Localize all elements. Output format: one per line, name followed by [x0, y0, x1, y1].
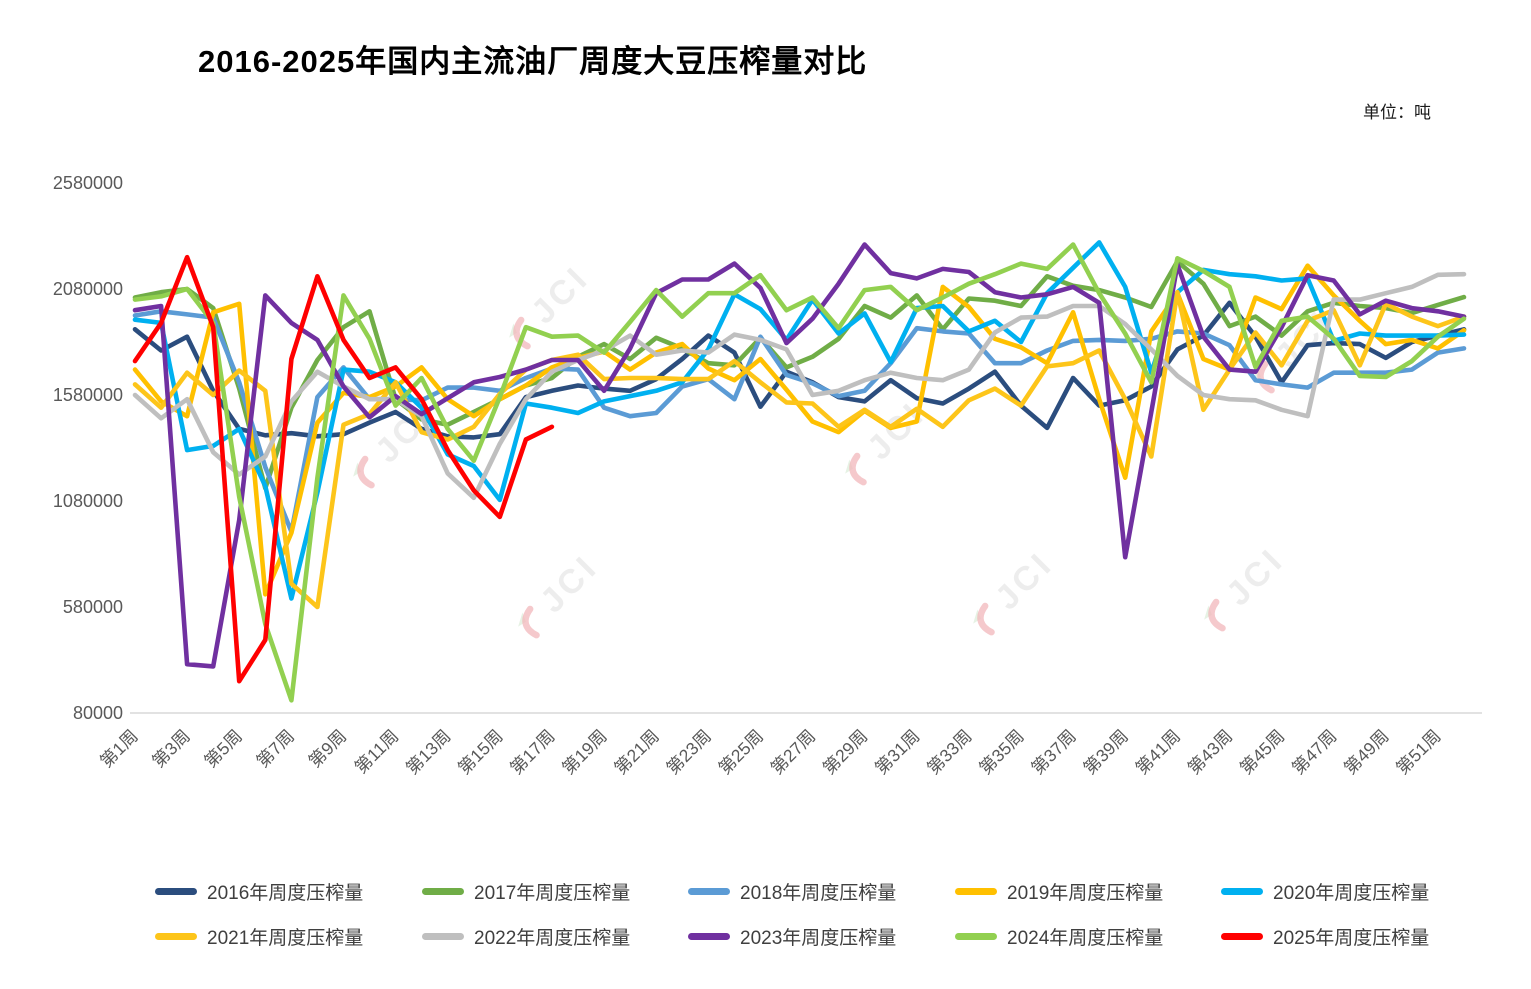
series-line-2020年	[132, 240, 1467, 601]
series-line-2018年	[132, 308, 1467, 535]
legend-item-2017年: 2017年周度压榨量	[422, 880, 631, 904]
series-line-2024年	[132, 242, 1467, 703]
series-line-2022年	[132, 271, 1467, 501]
legend-item-2024年: 2024年周度压榨量	[955, 925, 1164, 949]
legend-item-2020年: 2020年周度压榨量	[1221, 880, 1430, 904]
x-tick-label: 第43周	[1184, 726, 1237, 779]
x-tick-label: 第35周	[975, 726, 1028, 779]
y-tick-label: 2580000	[53, 173, 123, 193]
x-tick-label: 第45周	[1236, 726, 1289, 779]
x-tick-label: 第1周	[96, 726, 142, 772]
x-tick-label: 第37周	[1027, 726, 1080, 779]
legend-item-2021年: 2021年周度压榨量	[155, 925, 364, 949]
x-tick-label: 第7周	[252, 726, 298, 772]
x-tick-label: 第29周	[819, 726, 872, 779]
y-tick-label: 1080000	[53, 491, 123, 511]
x-tick-label: 第3周	[148, 726, 194, 772]
legend-item-2022年: 2022年周度压榨量	[422, 925, 631, 949]
legend-label: 2022年周度压榨量	[474, 927, 631, 949]
legend-swatch	[155, 887, 197, 895]
legend-item-2016年: 2016年周度压榨量	[155, 880, 364, 904]
x-tick-label: 第39周	[1079, 726, 1132, 779]
x-tick-label: 第25周	[715, 726, 768, 779]
x-tick-label: 第11周	[351, 726, 403, 778]
x-tick-label: 第17周	[506, 726, 559, 779]
legend-label: 2021年周度压榨量	[207, 927, 364, 949]
legend-label: 2018年周度压榨量	[740, 882, 897, 904]
unit-label: 单位：吨	[1363, 103, 1431, 122]
series-line-2021年	[132, 289, 1467, 610]
x-tick-label: 第23周	[662, 726, 715, 779]
x-tick-label: 第47周	[1288, 726, 1341, 779]
legend-item-2023年: 2023年周度压榨量	[688, 925, 897, 949]
legend-swatch	[155, 932, 197, 940]
x-tick-label: 第15周	[454, 726, 507, 779]
y-tick-label: 80000	[73, 703, 123, 723]
x-tick-label: 第19周	[558, 726, 611, 779]
y-tick-label: 580000	[63, 597, 123, 617]
legend-swatch	[1221, 932, 1263, 940]
legend-swatch	[1221, 887, 1263, 895]
x-tick-label: 第9周	[305, 726, 351, 772]
y-tick-label: 2080000	[53, 279, 123, 299]
x-tick-label: 第33周	[923, 726, 976, 779]
legend-label: 2023年周度压榨量	[740, 927, 897, 949]
legend-swatch	[688, 932, 730, 940]
legend-swatch	[955, 932, 997, 940]
legend-swatch	[955, 887, 997, 895]
legend-swatch	[422, 932, 464, 940]
legend-swatch	[688, 887, 730, 895]
legend-label: 2019年周度压榨量	[1007, 882, 1164, 904]
legend-label: 2020年周度压榨量	[1273, 882, 1430, 904]
chart-title: 2016-2025年国内主流油厂周度大豆压榨量对比	[198, 44, 868, 79]
x-tick-label: 第41周	[1132, 726, 1185, 779]
x-tick-label: 第31周	[871, 726, 924, 779]
x-tick-label: 第21周	[610, 726, 663, 779]
legend-item-2018年: 2018年周度压榨量	[688, 880, 897, 904]
x-tick-label: 第5周	[200, 726, 246, 772]
y-tick-label: 1580000	[53, 385, 123, 405]
legend-item-2019年: 2019年周度压榨量	[955, 880, 1164, 904]
legend-label: 2017年周度压榨量	[474, 882, 631, 904]
x-tick-label: 第13周	[402, 726, 455, 779]
legend-label: 2016年周度压榨量	[207, 882, 364, 904]
x-tick-label: 第27周	[767, 726, 820, 779]
series-line-2023年	[132, 242, 1467, 669]
legend-label: 2025年周度压榨量	[1273, 927, 1430, 949]
series-line-2025年	[132, 254, 555, 684]
x-tick-label: 第49周	[1340, 726, 1393, 779]
legend-label: 2024年周度压榨量	[1007, 927, 1164, 949]
legend-swatch	[422, 887, 464, 895]
x-tick-label: 第51周	[1392, 726, 1445, 779]
legend-item-2025年: 2025年周度压榨量	[1221, 925, 1430, 949]
